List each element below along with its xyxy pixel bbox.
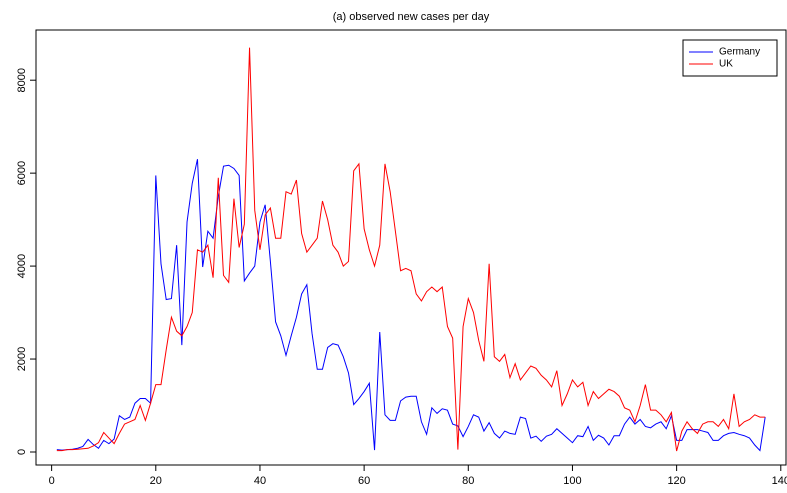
x-tick-label: 140: [772, 475, 787, 487]
plot-box: [35, 29, 787, 466]
x-tick-label: 100: [563, 475, 581, 487]
x-tick-label: 80: [462, 475, 474, 487]
legend-label: UK: [719, 59, 733, 70]
y-tick-label: 2000: [16, 347, 28, 371]
series-line: [56, 159, 766, 452]
legend-box: [682, 39, 778, 77]
y-tick-label: 6000: [16, 161, 28, 185]
x-tick-label: 120: [667, 475, 685, 487]
y-tick-label: 0: [16, 449, 28, 455]
legend-label: Germany: [719, 47, 760, 58]
series-line: [56, 47, 766, 452]
x-tick-label: 60: [358, 475, 370, 487]
chart-title: (a) observed new cases per day: [333, 11, 490, 23]
x-tick-label: 0: [49, 475, 55, 487]
x-tick-label: 20: [150, 475, 162, 487]
x-tick-label: 40: [254, 475, 266, 487]
y-tick-label: 8000: [16, 68, 28, 92]
y-tick-label: 4000: [16, 254, 28, 278]
